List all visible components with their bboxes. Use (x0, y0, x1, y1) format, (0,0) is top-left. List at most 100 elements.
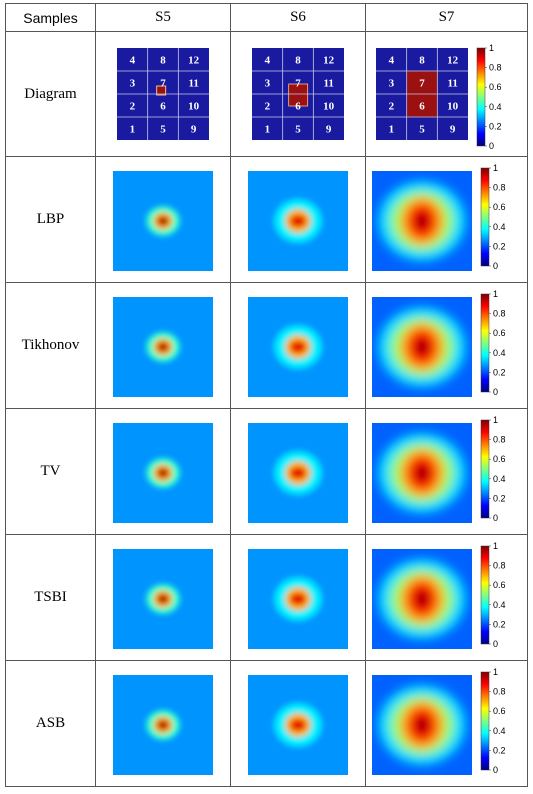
colorbar-tick-label: 0.8 (489, 63, 502, 73)
colorbar-tick-label: 0.2 (493, 493, 506, 503)
colorbar-tick-label: 0 (493, 261, 498, 271)
colorbar-tick-label: 0 (493, 387, 498, 397)
grid-cell-number: 5 (419, 124, 425, 136)
recon-asb-s5 (96, 661, 230, 786)
reconstruction-image (248, 171, 348, 271)
colorbar-tick-label: 0.4 (493, 726, 506, 736)
grid-cell-number: 2 (389, 101, 395, 113)
grid-cell-number: 4 (130, 55, 136, 67)
grid-cell-number: 2 (130, 101, 136, 113)
colorbar-gradient (480, 545, 490, 645)
colorbar-tick-label: 0.6 (493, 454, 506, 464)
colorbar-tick-label: 0.6 (489, 82, 502, 92)
grid-cell-number: 1 (130, 124, 136, 136)
grid-cell-number: 12 (188, 55, 200, 67)
grid-cell-number: 3 (265, 78, 271, 90)
colorbar-tick-label: 1 (493, 668, 498, 677)
colorbar: 1 0.8 0.6 0.4 0.2 0 (480, 668, 506, 775)
recon-tv-s6 (231, 409, 365, 534)
row-label-tv: TV (5, 408, 96, 535)
grid-cell-number: 2 (265, 101, 271, 113)
grid-cell-number: 11 (188, 78, 198, 90)
grid-cell-number: 7 (419, 78, 425, 90)
inclusion-medium (288, 83, 309, 107)
colorbar: 1 0.8 0.6 0.4 0.2 0 (480, 290, 506, 397)
colorbar-tick-label: 0.6 (493, 328, 506, 338)
recon-lbp-s5 (96, 157, 230, 282)
grid-cell-number: 9 (326, 124, 332, 136)
header-s7: S7 (365, 3, 528, 32)
colorbar-tick-label: 0 (493, 639, 498, 649)
colorbar-tick-label: 0.8 (493, 309, 506, 319)
reconstruction-image (248, 675, 348, 775)
colorbar-tick-label: 0.8 (493, 183, 506, 193)
colorbar-tick-label: 0.4 (493, 222, 506, 232)
header-s6: S6 (230, 3, 366, 32)
inclusion-small (156, 85, 167, 96)
recon-tikhonov-s7: 1 0.8 0.6 0.4 0.2 0 (366, 283, 527, 408)
reconstruction-image (372, 297, 472, 397)
grid-cell-number: 9 (450, 124, 456, 136)
row-lbp: LBP 1 0.8 0.6 0.4 0.2 0 (5, 156, 528, 283)
grid-cell-number: 4 (389, 55, 395, 67)
colorbar-tick-label: 0 (493, 765, 498, 775)
grid-cell-number: 5 (295, 124, 301, 136)
row-label-lbp: LBP (5, 156, 96, 283)
diagram-s5: 4 8 12 3 7 11 2 6 10 1 5 9 (96, 32, 230, 156)
row-tsbi: TSBI 1 0.8 0.6 0.4 0.2 0 (5, 534, 528, 661)
colorbar-tick-label: 0.4 (493, 474, 506, 484)
phantom-diagram: 4 8 12 3 7 11 2 6 10 1 5 9 (376, 48, 468, 140)
reconstruction-image (113, 297, 213, 397)
recon-lbp-s7: 1 0.8 0.6 0.4 0.2 0 (366, 157, 527, 282)
grid-cell-number: 12 (447, 55, 459, 67)
grid-cell-number: 6 (419, 101, 425, 113)
grid-cell-number: 4 (265, 55, 271, 67)
colorbar-tick-label: 0.2 (493, 367, 506, 377)
colorbar-gradient (476, 47, 486, 147)
row-label-tikhonov: Tikhonov (5, 282, 96, 409)
colorbar-tick-label: 1 (493, 290, 498, 299)
header-samples: Samples (5, 3, 96, 32)
recon-lbp-s6 (231, 157, 365, 282)
grid-cell-number: 11 (447, 78, 457, 90)
colorbar-tick-label: 0.2 (493, 745, 506, 755)
row-label-diagram: Diagram (5, 31, 96, 157)
colorbar-tick-label: 0.8 (493, 561, 506, 571)
recon-tsbi-s5 (96, 535, 230, 660)
reconstruction-image (113, 675, 213, 775)
diagram-row: Diagram 4 8 12 3 7 11 2 6 10 1 5 9 4 8 12 3 7 11 2 6 10 1 5 9 … (5, 31, 528, 157)
reconstruction-image (113, 423, 213, 523)
row-tikhonov: Tikhonov 1 0.8 0.6 0.4 0.2 0 (5, 282, 528, 409)
colorbar-tick-label: 0.4 (489, 102, 502, 112)
grid-cell-number: 10 (188, 101, 200, 113)
colorbar-tick-label: 0 (493, 513, 498, 523)
colorbar-tick-label: 0.6 (493, 202, 506, 212)
colorbar-tick-label: 1 (493, 542, 498, 551)
row-tv: TV 1 0.8 0.6 0.4 0.2 0 (5, 408, 528, 535)
grid-cell-number: 10 (447, 101, 459, 113)
grid-cell-number: 3 (389, 78, 395, 90)
row-label-asb: ASB (5, 660, 96, 787)
colorbar-tick-label: 0.2 (493, 241, 506, 251)
grid-cell-number: 8 (419, 55, 425, 67)
colorbar-tick-label: 0.2 (493, 619, 506, 629)
reconstruction-image (372, 171, 472, 271)
grid-cell-number: 12 (323, 55, 335, 67)
row-label-tsbi: TSBI (5, 534, 96, 661)
recon-tikhonov-s5 (96, 283, 230, 408)
reconstruction-image (113, 171, 213, 271)
recon-tv-s7: 1 0.8 0.6 0.4 0.2 0 (366, 409, 527, 534)
grid-cell-number: 1 (265, 124, 271, 136)
grid-cell-number: 6 (160, 101, 166, 113)
colorbar-tick-label: 1 (489, 44, 494, 53)
results-table: Samples S5 S6 S7 Diagram 4 8 12 3 7 11 2 6 10 1 5 9… (5, 3, 528, 787)
reconstruction-image (248, 423, 348, 523)
reconstruction-image (248, 297, 348, 397)
grid-cell-number: 9 (191, 124, 197, 136)
colorbar: 1 0.8 0.6 0.4 0.2 0 (480, 416, 506, 523)
colorbar-gradient (480, 671, 490, 771)
colorbar-tick-label: 0.6 (493, 580, 506, 590)
colorbar-gradient (480, 419, 490, 519)
colorbar: 1 0.8 0.6 0.4 0.2 0 (476, 44, 502, 151)
header-s5: S5 (95, 3, 231, 32)
